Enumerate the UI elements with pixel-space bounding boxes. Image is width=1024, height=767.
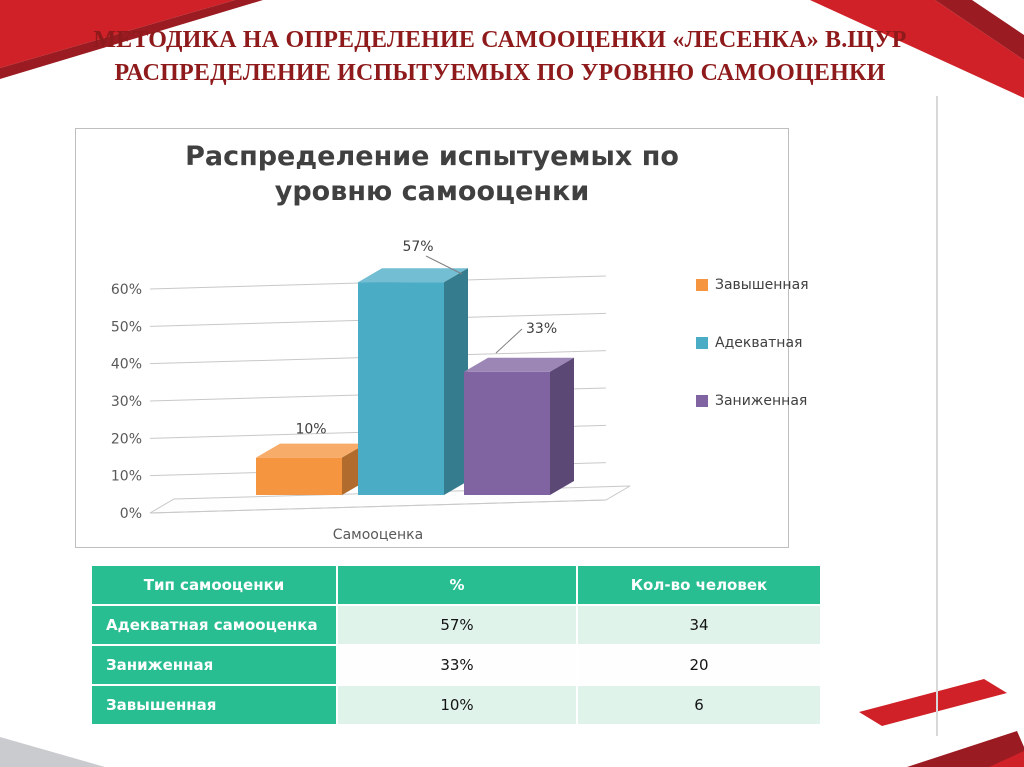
slide-title-line2: РАСПРЕДЕЛЕНИЕ ИСПЫТУЕМЫХ ПО УРОВНЮ САМОО… xyxy=(114,60,886,86)
table-row: Завышенная 10% 6 xyxy=(90,684,822,726)
bar-value-label-2: 33% xyxy=(526,321,557,337)
y-tick-label: 0% xyxy=(120,506,142,522)
table-value-cell: 33% xyxy=(336,644,578,686)
ribbon-shape xyxy=(810,0,1024,98)
ribbon-shape-dark xyxy=(935,0,1024,60)
table-header-cell: Кол-во человек xyxy=(576,564,822,606)
legend-swatch xyxy=(696,395,708,407)
ribbon-shape xyxy=(989,751,1024,767)
bar-value-label-0: 10% xyxy=(295,422,326,438)
bar-top-1 xyxy=(358,268,468,283)
results-table: Тип самооценки% Кол-во человек Адекватная … xyxy=(90,564,822,726)
bar-front-2 xyxy=(464,371,550,495)
bar-value-label-1: 57% xyxy=(402,239,433,255)
top-right-ribbon xyxy=(810,0,1024,98)
corner-gray-shape xyxy=(0,737,105,767)
ribbon-shape xyxy=(859,679,1007,726)
label-callout-2 xyxy=(495,328,523,354)
table-value-cell: 57% xyxy=(336,604,578,646)
ribbon-shape-dark xyxy=(0,0,263,79)
legend-item-2: Заниженная xyxy=(696,393,809,409)
table-key-cell: Заниженная xyxy=(90,644,338,686)
chart-legend: Завышенная Адекватная Заниженная xyxy=(696,277,809,409)
legend-label: Завышенная xyxy=(715,277,809,293)
legend-label: Адекватная xyxy=(715,335,803,351)
gridline xyxy=(149,499,607,514)
y-tick-label: 60% xyxy=(111,282,142,298)
bar-front-1 xyxy=(358,282,444,495)
y-tick-label: 50% xyxy=(111,319,142,335)
ribbon-shape-dark xyxy=(907,731,1024,767)
legend-swatch xyxy=(696,337,708,349)
bar-front-0 xyxy=(256,457,342,495)
table-key-cell: Адекватная самооценка xyxy=(90,604,338,646)
table-value-cell: 20 xyxy=(576,644,822,686)
slide-title: МЕТОДИКА НА ОПРЕДЕЛЕНИЕ САМООЦЕНКИ «ЛЕСЕ… xyxy=(85,24,915,90)
bar-top-2 xyxy=(464,357,574,372)
legend-label: Заниженная xyxy=(715,393,808,409)
bar-chart: Распределение испытуемых по уровню самоо… xyxy=(75,128,809,548)
table-value-cell: 6 xyxy=(576,684,822,726)
slide-title-line1: МЕТОДИКА НА ОПРЕДЕЛЕНИЕ САМООЦЕНКИ «ЛЕСЕ… xyxy=(93,27,907,53)
legend-item-1: Адекватная xyxy=(696,335,809,351)
table-header-cell: Тип самооценки xyxy=(90,564,338,606)
y-tick-label: 10% xyxy=(111,469,142,485)
table-value-cell: 10% xyxy=(336,684,578,726)
table-value-cell: 34 xyxy=(576,604,822,646)
legend-swatch xyxy=(696,279,708,291)
bar-top-0 xyxy=(256,443,366,458)
chart-title: Распределение испытуемых по уровню самоо… xyxy=(185,141,679,207)
table-row: Заниженная 33% 20 xyxy=(90,644,822,686)
bar-chart-plot: 0% 10% 20% 30% 40% 50% 60% 10% 57% 33% Самооценка xyxy=(111,239,631,543)
bar-side-2 xyxy=(550,357,574,495)
bottom-right-ribbon xyxy=(859,679,1024,767)
legend-item-0: Завышенная xyxy=(696,277,809,293)
table-key-cell: Завышенная xyxy=(90,684,338,726)
table-header-row: Тип самооценки% Кол-во человек xyxy=(90,564,822,606)
x-axis-label: Самооценка xyxy=(333,527,423,543)
label-callout-1 xyxy=(425,255,463,275)
y-tick-label: 20% xyxy=(111,431,142,447)
table-row: Адекватная самооценка 57% 34 xyxy=(90,604,822,646)
y-tick-label: 40% xyxy=(111,357,142,373)
bar-side-1 xyxy=(444,268,468,495)
top-left-ribbon xyxy=(0,0,263,79)
y-tick-label: 30% xyxy=(111,394,142,410)
bottom-left-corner-shape xyxy=(0,737,105,767)
table-header-cell: % xyxy=(336,564,578,606)
right-divider-line xyxy=(936,96,938,736)
